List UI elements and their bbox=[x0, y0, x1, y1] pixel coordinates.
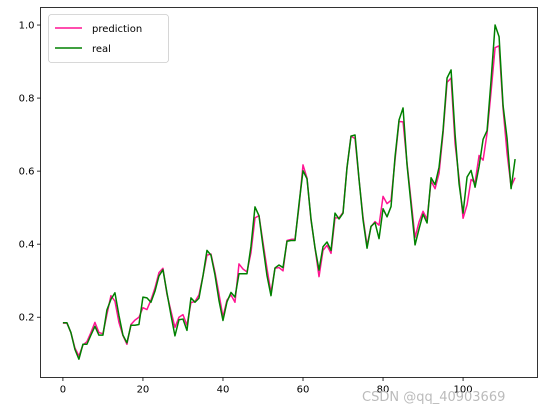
x-tick-label: 60 bbox=[297, 385, 310, 396]
y-tick-label: 0.2 bbox=[19, 313, 35, 324]
axes-frame bbox=[40, 7, 538, 378]
legend-label-real: real bbox=[92, 44, 111, 55]
x-axis: 0 20 40 60 80 100 bbox=[60, 377, 473, 396]
watermark: CSDN @qq_40903669 bbox=[362, 390, 505, 405]
y-tick-label: 0.6 bbox=[19, 167, 35, 178]
x-tick-label: 100 bbox=[454, 385, 473, 396]
plot-lines bbox=[62, 24, 516, 360]
y-tick-label: 1.0 bbox=[19, 21, 35, 32]
legend-box bbox=[48, 14, 169, 63]
x-tick-label: 0 bbox=[60, 385, 66, 396]
x-tick-label: 20 bbox=[137, 385, 150, 396]
series-line-prediction bbox=[62, 45, 516, 357]
x-tick-label: 80 bbox=[377, 385, 390, 396]
legend: prediction real bbox=[48, 14, 169, 63]
legend-label-prediction: prediction bbox=[92, 24, 142, 35]
y-tick-label: 0.4 bbox=[19, 240, 35, 251]
x-tick-label: 40 bbox=[217, 385, 230, 396]
series-line-real bbox=[62, 24, 516, 360]
y-axis: 0.2 0.4 0.6 0.8 1.0 bbox=[19, 21, 41, 324]
y-tick-label: 0.8 bbox=[19, 94, 35, 105]
